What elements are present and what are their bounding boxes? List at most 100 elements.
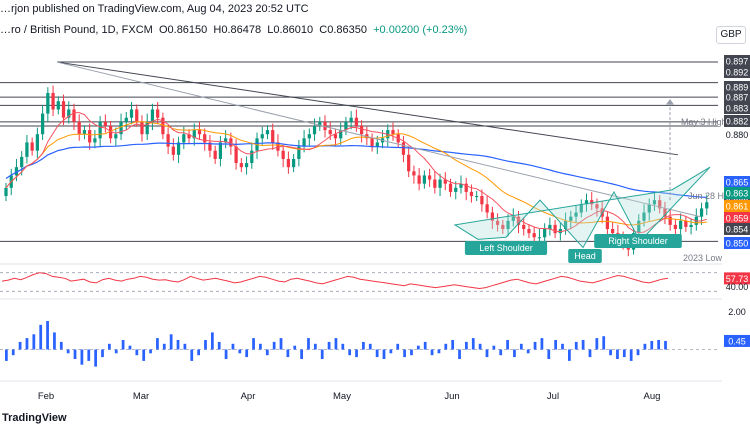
candle-body <box>103 121 107 126</box>
candle-body <box>276 142 280 151</box>
hist-bar <box>197 349 200 356</box>
hist-bar <box>444 343 448 350</box>
hist-bar <box>107 343 111 350</box>
candle-body <box>495 220 500 225</box>
candle-body <box>433 179 437 188</box>
candle-body <box>35 134 39 151</box>
candle-body <box>344 121 348 131</box>
annotation-jun28-high: Jun 28 H <box>688 191 724 201</box>
candle-body <box>590 200 594 205</box>
hist-bar <box>259 343 262 350</box>
candle-body <box>40 113 45 135</box>
candle-body <box>328 130 332 135</box>
price-label-bg <box>724 237 750 249</box>
candle-body <box>307 134 311 139</box>
candle-body <box>61 101 66 118</box>
candle-body <box>464 183 468 192</box>
hist-bar <box>313 343 317 350</box>
hist-bar <box>238 349 242 354</box>
hist-bar <box>39 324 43 350</box>
hist-bar <box>533 341 537 350</box>
hist-bar <box>396 343 400 350</box>
ma-fast-line <box>5 112 707 234</box>
candle-body <box>359 125 364 135</box>
hist-bar <box>389 349 393 354</box>
time-axis-label-mar: Mar <box>133 391 149 402</box>
candle-body <box>684 220 688 227</box>
hist-bar <box>11 349 15 356</box>
hist-bar <box>513 349 516 358</box>
hist-bar <box>25 338 29 350</box>
candle-body <box>250 150 254 164</box>
open-label: O <box>158 24 168 36</box>
candle-body <box>192 130 196 139</box>
candle-body <box>401 142 406 155</box>
low-value: 0.86010 <box>273 24 314 36</box>
price-tick: 0.880 <box>726 130 749 140</box>
hist-bar <box>451 340 455 350</box>
tradingview-logo: TradingView <box>2 412 67 424</box>
candle-body <box>271 130 275 143</box>
annotation-2023-low: 2023 Low <box>683 253 723 263</box>
symbol-ohlc-line: …ro / British Pound, 1D, FXCM O0.86150 H… <box>0 24 467 36</box>
currency-button[interactable]: GBP <box>716 26 746 44</box>
close-label: C <box>319 24 328 36</box>
hist-tick: 2.00 <box>728 307 746 317</box>
candle-body <box>229 138 233 147</box>
candle-body <box>218 142 223 159</box>
candle-body <box>213 150 217 159</box>
candle-body <box>281 150 285 159</box>
candle-body <box>108 125 113 139</box>
candle-body <box>480 196 484 205</box>
rsi-value-bg <box>724 272 750 285</box>
hist-bar <box>135 349 139 356</box>
candle-body <box>422 175 426 184</box>
hist-bar <box>622 349 626 358</box>
hist-bar <box>265 349 269 356</box>
candle-body <box>647 204 651 213</box>
hist-bar <box>355 349 358 358</box>
candle-body <box>339 130 343 139</box>
candle-body <box>652 200 657 205</box>
hist-bar <box>156 338 159 350</box>
label-head: Head <box>574 251 596 261</box>
hist-bar <box>59 341 63 350</box>
hist-bar <box>66 349 70 354</box>
price-label: 0.863 <box>726 189 749 199</box>
candle-body <box>459 183 463 188</box>
price-label-bg <box>724 212 750 224</box>
price-label: 0.850 <box>726 239 749 249</box>
price-label-bg <box>724 187 750 199</box>
symbol-name[interactable]: …ro / British Pound, 1D, FXCM <box>0 24 153 36</box>
hist-bar <box>574 341 578 350</box>
hist-bar <box>307 338 310 350</box>
candle-body <box>297 146 301 159</box>
candle-body <box>67 109 71 118</box>
rsi-tick: 40.00 <box>726 282 749 292</box>
hist-bar <box>101 349 104 358</box>
hist-bar <box>334 338 338 350</box>
candle-body <box>563 220 568 230</box>
hist-bar <box>128 345 132 350</box>
hist-bar <box>636 349 640 356</box>
candle-body <box>82 130 87 135</box>
candle-body <box>77 121 81 135</box>
candle-body <box>469 191 474 197</box>
price-label: 0.883 <box>726 104 749 114</box>
candle-body <box>244 163 249 168</box>
hist-bar <box>471 338 475 350</box>
candle-body <box>56 101 60 110</box>
hist-bar <box>554 340 558 350</box>
hist-bar <box>286 349 290 358</box>
candle-body <box>302 138 306 147</box>
hist-bar <box>375 349 379 358</box>
price-label: 0.861 <box>726 202 749 212</box>
hist-bar <box>609 349 612 356</box>
ma-mid-line <box>5 121 707 226</box>
candle-body <box>93 138 97 143</box>
candle-body <box>658 200 662 209</box>
candle-body <box>4 187 8 197</box>
close-value: 0.86350 <box>327 24 367 36</box>
candle-body <box>548 224 552 230</box>
